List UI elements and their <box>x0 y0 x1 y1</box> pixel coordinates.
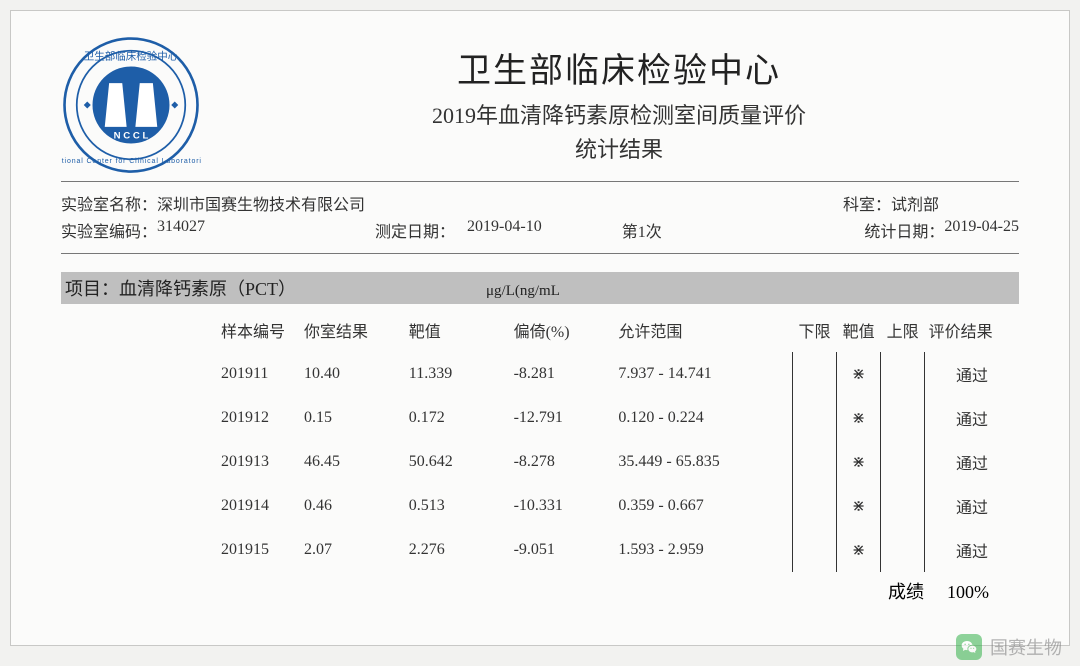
cell-eval: 通过 <box>925 440 1019 484</box>
cell-result: 46.45 <box>300 440 405 484</box>
cell-sample: 201911 <box>61 352 300 396</box>
col-high: 上限 <box>881 312 925 352</box>
lab-name: 深圳市国赛生物技术有限公司 <box>157 191 365 215</box>
col-mid: 靶值 <box>837 312 881 352</box>
cell-eval: 通过 <box>925 396 1019 440</box>
svg-text:N C C L: N C C L <box>114 130 149 141</box>
title-sub1: 2019年血清降钙素原检测室间质量评价 <box>219 98 1019 130</box>
cell-eval: 通过 <box>925 528 1019 572</box>
table-row: 2019152.072.276-9.0511.593 - 2.959 ⋇ 通过 <box>61 528 1019 572</box>
report-page: 卫生部临床检验中心 National Center for Clinical L… <box>10 10 1070 646</box>
dept: 试剂部 <box>891 191 939 215</box>
watermark: 国赛生物 <box>956 634 1062 660</box>
stat-date-label: 统计日期： <box>864 218 944 242</box>
cell-sample: 201912 <box>61 396 300 440</box>
cell-mid: ⋇ <box>837 440 881 484</box>
stat-date: 2019-04-25 <box>944 218 1019 242</box>
project-label: 项目： <box>65 275 119 301</box>
nccl-logo: 卫生部临床检验中心 National Center for Clinical L… <box>61 35 201 175</box>
cell-high <box>881 396 925 440</box>
cell-result: 0.46 <box>300 484 405 528</box>
cell-bias: -8.281 <box>510 352 615 396</box>
cell-high <box>881 352 925 396</box>
cell-mid: ⋇ <box>837 396 881 440</box>
cell-low <box>793 440 837 484</box>
test-date: 2019-04-10 <box>467 218 542 242</box>
table-row: 2019120.150.172-12.7910.120 - 0.224 ⋇ 通过 <box>61 396 1019 440</box>
project-name: 血清降钙素原（PCT） <box>119 275 296 301</box>
cell-mid: ⋇ <box>837 352 881 396</box>
cell-range: 7.937 - 14.741 <box>614 352 792 396</box>
lab-name-label: 实验室名称： <box>61 191 157 215</box>
table-header-row: 样本编号 你室结果 靶值 偏倚(%) 允许范围 下限 靶值 上限 评价结果 <box>61 312 1019 352</box>
watermark-text: 国赛生物 <box>990 634 1062 660</box>
cell-range: 35.449 - 65.835 <box>614 440 792 484</box>
cell-low <box>793 352 837 396</box>
info-bar: 实验室名称： 深圳市国赛生物技术有限公司 科室： 试剂部 实验室编码： 3140… <box>61 181 1019 254</box>
cell-range: 0.359 - 0.667 <box>614 484 792 528</box>
cell-range: 0.120 - 0.224 <box>614 396 792 440</box>
score-value: 100% <box>947 582 989 602</box>
table-body: 20191110.4011.339-8.2817.937 - 14.741 ⋇ 通过… <box>61 352 1019 572</box>
cell-high <box>881 484 925 528</box>
lab-code-label: 实验室编码： <box>61 218 157 242</box>
title-main: 卫生部临床检验中心 <box>219 43 1019 92</box>
col-low: 下限 <box>793 312 837 352</box>
cell-high <box>881 528 925 572</box>
cell-sample: 201914 <box>61 484 300 528</box>
dept-label: 科室： <box>843 191 891 215</box>
lab-code: 314027 <box>157 218 205 242</box>
svg-text:卫生部临床检验中心: 卫生部临床检验中心 <box>84 50 179 63</box>
svg-text:National Center for Clinical L: National Center for Clinical Laboratorie… <box>61 158 201 165</box>
project-bar: 项目： 血清降钙素原（PCT） μg/L(ng/mL <box>61 272 1019 304</box>
title-block: 卫生部临床检验中心 2019年血清降钙素原检测室间质量评价 统计结果 <box>219 35 1019 164</box>
title-sub2: 统计结果 <box>219 132 1019 164</box>
col-result: 你室结果 <box>300 312 405 352</box>
cell-result: 2.07 <box>300 528 405 572</box>
cell-bias: -10.331 <box>510 484 615 528</box>
project-unit: μg/L(ng/mL <box>486 283 560 300</box>
results-table: 样本编号 你室结果 靶值 偏倚(%) 允许范围 下限 靶值 上限 评价结果 20… <box>61 312 1019 572</box>
col-range: 允许范围 <box>614 312 792 352</box>
cell-eval: 通过 <box>925 484 1019 528</box>
cell-low <box>793 528 837 572</box>
cell-target: 0.172 <box>405 396 510 440</box>
cell-bias: -8.278 <box>510 440 615 484</box>
cell-bias: -12.791 <box>510 396 615 440</box>
cell-result: 0.15 <box>300 396 405 440</box>
table-row: 20191110.4011.339-8.2817.937 - 14.741 ⋇ 通过 <box>61 352 1019 396</box>
table-row: 2019140.460.513-10.3310.359 - 0.667 ⋇ 通过 <box>61 484 1019 528</box>
cell-low <box>793 396 837 440</box>
cell-bias: -9.051 <box>510 528 615 572</box>
score-label: 成绩 <box>888 582 924 602</box>
cell-target: 11.339 <box>405 352 510 396</box>
cell-target: 0.513 <box>405 484 510 528</box>
table-row: 20191346.4550.642-8.27835.449 - 65.835 ⋇ 通… <box>61 440 1019 484</box>
col-eval: 评价结果 <box>925 312 1019 352</box>
cell-sample: 201915 <box>61 528 300 572</box>
cell-target: 2.276 <box>405 528 510 572</box>
cell-eval: 通过 <box>925 352 1019 396</box>
cell-high <box>881 440 925 484</box>
cell-mid: ⋇ <box>837 484 881 528</box>
col-bias: 偏倚(%) <box>510 312 615 352</box>
wechat-icon <box>956 634 982 660</box>
cell-sample: 201913 <box>61 440 300 484</box>
session: 第1次 <box>622 218 662 242</box>
header: 卫生部临床检验中心 National Center for Clinical L… <box>61 35 1019 175</box>
cell-mid: ⋇ <box>837 528 881 572</box>
cell-low <box>793 484 837 528</box>
cell-target: 50.642 <box>405 440 510 484</box>
test-date-label: 测定日期： <box>375 218 455 242</box>
col-target: 靶值 <box>405 312 510 352</box>
cell-result: 10.40 <box>300 352 405 396</box>
score-row: 成绩 100% <box>61 578 1019 604</box>
col-sample: 样本编号 <box>61 312 300 352</box>
cell-range: 1.593 - 2.959 <box>614 528 792 572</box>
